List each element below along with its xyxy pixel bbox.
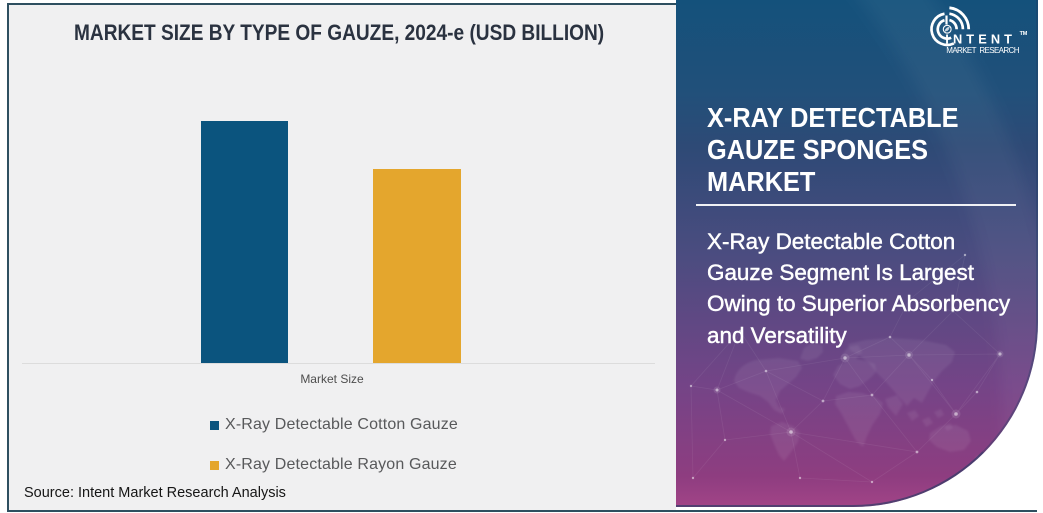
svg-text:INTENT: INTENT xyxy=(945,32,1016,47)
svg-text:TM: TM xyxy=(1020,31,1028,37)
svg-text:MARKET RESEARCH: MARKET RESEARCH xyxy=(946,46,1019,55)
